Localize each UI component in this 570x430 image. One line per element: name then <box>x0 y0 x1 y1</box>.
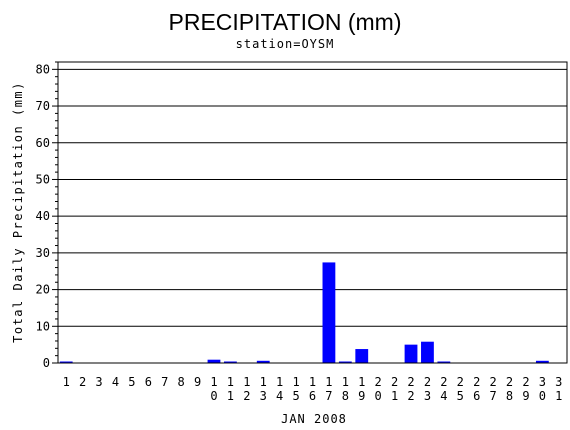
y-axis-label: Total Daily Precipitation (mm) <box>11 81 25 343</box>
y-tick-label: 10 <box>36 319 50 333</box>
x-tick-label: 3 <box>539 375 546 389</box>
bar-day-11 <box>223 361 237 363</box>
x-tick-label: 1 <box>227 375 234 389</box>
x-tick-label: 1 <box>260 375 267 389</box>
x-tick-label: 4 <box>112 375 119 389</box>
x-tick-label: 3 <box>260 389 267 403</box>
x-tick-label: 7 <box>325 389 332 403</box>
x-tick-label: 4 <box>440 389 447 403</box>
chart-title: PRECIPITATION (mm) <box>169 9 402 35</box>
x-tick-label: 2 <box>473 375 480 389</box>
x-tick-label: 1 <box>391 389 398 403</box>
x-tick-label: 6 <box>473 389 480 403</box>
y-tick-label: 20 <box>36 283 50 297</box>
bars <box>59 262 549 363</box>
bar-day-24 <box>437 361 451 363</box>
x-tick-label: 3 <box>95 375 102 389</box>
x-tick-label: 1 <box>309 375 316 389</box>
x-axis-label: JAN 2008 <box>281 412 347 426</box>
x-tick-label: 8 <box>506 389 513 403</box>
x-tick-label: 2 <box>243 389 250 403</box>
x-tick-label: 2 <box>407 389 414 403</box>
x-tick-label: 2 <box>522 375 529 389</box>
bar-day-10 <box>207 359 221 363</box>
x-tick-label: 9 <box>522 389 529 403</box>
x-tick-label: 9 <box>194 375 201 389</box>
y-tick-label: 70 <box>36 99 50 113</box>
x-tick-label: 9 <box>358 389 365 403</box>
x-tick-label: 5 <box>292 389 299 403</box>
gridlines <box>58 68 567 327</box>
bar-day-30 <box>535 360 549 363</box>
bar-day-23 <box>421 341 434 363</box>
y-tick-label: 80 <box>36 62 50 76</box>
x-tick-label: 2 <box>440 375 447 389</box>
x-tick-label: 1 <box>358 375 365 389</box>
x-tick-label: 1 <box>227 389 234 403</box>
x-tick-label: 0 <box>210 389 217 403</box>
x-tick-label: 1 <box>325 375 332 389</box>
x-tick-label: 2 <box>489 375 496 389</box>
x-tick-label: 1 <box>210 375 217 389</box>
x-tick-label: 2 <box>407 375 414 389</box>
y-tick-label: 40 <box>36 209 50 223</box>
x-tick-label: 2 <box>506 375 513 389</box>
bar-day-22 <box>404 344 418 363</box>
x-tick-label: 1 <box>555 389 562 403</box>
x-tick-label: 1 <box>342 375 349 389</box>
bar-day-1 <box>59 361 73 363</box>
x-tick-label: 4 <box>276 389 283 403</box>
x-tick-label: 5 <box>457 389 464 403</box>
y-axis-ticks: 0 10 20 30 40 50 60 70 80 <box>36 61 58 370</box>
x-tick-label: 2 <box>457 375 464 389</box>
x-tick-label: 8 <box>342 389 349 403</box>
x-tick-label: 2 <box>391 375 398 389</box>
bar-day-17 <box>322 262 336 363</box>
x-tick-label: 8 <box>178 375 185 389</box>
x-tick-label: 1 <box>243 375 250 389</box>
y-tick-label: 30 <box>36 246 50 260</box>
bar-day-18 <box>338 361 352 363</box>
y-tick-label: 60 <box>36 136 50 150</box>
x-tick-label: 7 <box>161 375 168 389</box>
x-tick-label: 1 <box>292 375 299 389</box>
y-tick-label: 50 <box>36 172 50 186</box>
x-tick-label: 0 <box>539 389 546 403</box>
x-tick-label: 3 <box>424 389 431 403</box>
x-tick-label: 1 <box>276 375 283 389</box>
x-tick-label: 0 <box>375 389 382 403</box>
x-tick-label: 1 <box>63 375 70 389</box>
bar-day-19 <box>355 349 369 363</box>
x-tick-label: 2 <box>79 375 86 389</box>
plot-frame <box>57 61 568 364</box>
x-tick-label: 2 <box>424 375 431 389</box>
x-tick-label: 3 <box>555 375 562 389</box>
x-tick-label: 5 <box>128 375 135 389</box>
x-tick-label: 7 <box>489 389 496 403</box>
y-tick-label: 0 <box>43 356 50 370</box>
x-axis-ticks: 1 2 3 4 5 6 7 8 9 1011121314151617181920212223242… <box>63 375 563 403</box>
x-tick-label: 2 <box>375 375 382 389</box>
chart-subtitle: station=OYSM <box>236 37 335 51</box>
x-tick-label: 6 <box>309 389 316 403</box>
bar-day-13 <box>256 360 270 363</box>
x-tick-label: 6 <box>145 375 152 389</box>
